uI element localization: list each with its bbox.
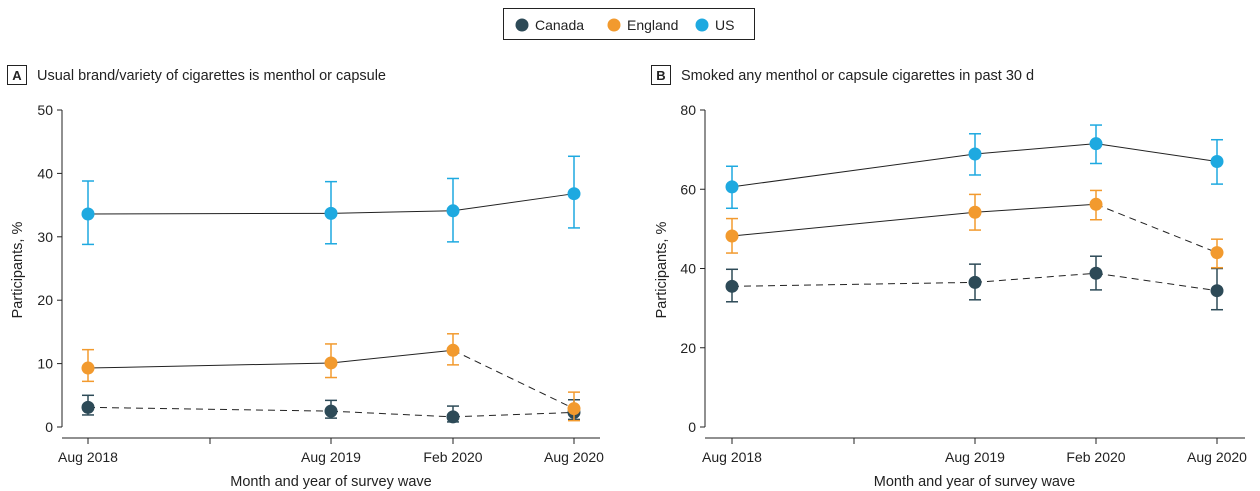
x-tick-label: Feb 2020 xyxy=(423,449,482,465)
series-line-segment xyxy=(1095,143,1218,163)
y-tick-label: 10 xyxy=(37,356,53,372)
data-point xyxy=(1089,197,1103,211)
data-point xyxy=(1089,137,1103,151)
panel-label-box xyxy=(7,65,27,85)
y-tick-label: 60 xyxy=(680,181,696,197)
data-point xyxy=(725,180,739,194)
data-point xyxy=(968,275,982,289)
y-tick-label: 20 xyxy=(37,292,53,308)
legend-marker-canada xyxy=(515,18,529,32)
series-line-segment xyxy=(974,272,1097,283)
data-point xyxy=(446,410,460,424)
legend-label-england: England xyxy=(627,17,678,33)
series-line-segment xyxy=(974,143,1097,155)
y-axis-label: Participants, % xyxy=(654,222,670,319)
data-point xyxy=(968,147,982,161)
series-us xyxy=(81,155,581,246)
x-tick-label: Aug 2018 xyxy=(702,449,762,465)
series-line-segment xyxy=(1095,203,1218,254)
x-tick-label: Aug 2019 xyxy=(301,449,361,465)
series-line-segment xyxy=(330,349,454,364)
series-line-segment xyxy=(1095,272,1218,292)
x-tick-label: Aug 2020 xyxy=(1187,449,1247,465)
x-tick-label: Aug 2019 xyxy=(945,449,1005,465)
series-line-segment xyxy=(452,193,575,212)
series-england xyxy=(81,333,581,422)
series-line-segment xyxy=(731,153,976,188)
y-tick-label: 80 xyxy=(680,102,696,118)
panel-label: B xyxy=(656,68,665,83)
data-point xyxy=(1210,155,1224,169)
series-line-segment xyxy=(731,211,976,237)
y-tick-label: 0 xyxy=(45,419,53,435)
y-tick-label: 40 xyxy=(37,165,53,181)
legend-label-canada: Canada xyxy=(535,17,584,33)
y-tick-label: 20 xyxy=(680,340,696,356)
panel-title: Usual brand/variety of cigarettes is men… xyxy=(37,68,386,84)
data-point xyxy=(446,343,460,357)
data-point xyxy=(324,356,338,370)
panel-label: A xyxy=(12,68,22,83)
legend-box xyxy=(503,8,755,40)
panel-title: Smoked any menthol or capsule cigarettes… xyxy=(681,68,1034,84)
y-tick-label: 30 xyxy=(37,229,53,245)
series-line-segment xyxy=(87,212,332,215)
data-point xyxy=(725,229,739,243)
series-line-segment xyxy=(87,362,332,369)
panel-A: A Usual brand/variety of cigarettes is me… xyxy=(7,65,604,490)
series-line-segment xyxy=(974,203,1097,213)
data-point xyxy=(725,279,739,293)
data-point xyxy=(567,187,581,201)
panel-label-box xyxy=(651,65,671,85)
x-tick-label: Aug 2020 xyxy=(544,449,604,465)
data-point xyxy=(324,206,338,220)
data-point xyxy=(1210,246,1224,260)
legend: Canada England US xyxy=(503,8,755,40)
data-point xyxy=(81,400,95,414)
legend-marker-england xyxy=(607,18,621,32)
data-point xyxy=(968,205,982,219)
data-point xyxy=(324,404,338,418)
series-us xyxy=(725,124,1224,210)
series-line-segment xyxy=(87,406,332,412)
legend-marker-us xyxy=(695,18,709,32)
y-axis-label: Participants, % xyxy=(10,222,26,319)
x-tick-label: Aug 2018 xyxy=(58,449,118,465)
data-point xyxy=(1089,266,1103,280)
data-point xyxy=(567,402,581,416)
series-line-segment xyxy=(452,349,575,410)
panel-B: B Smoked any menthol or capsule cigarette… xyxy=(651,65,1247,490)
series-line-segment xyxy=(731,281,976,287)
data-point xyxy=(81,207,95,221)
series-line-segment xyxy=(452,411,575,418)
series-england xyxy=(725,189,1224,269)
data-point xyxy=(446,204,460,218)
series-canada xyxy=(81,394,581,424)
y-tick-label: 40 xyxy=(680,261,696,277)
x-axis-label: Month and year of survey wave xyxy=(230,474,432,490)
series-canada xyxy=(725,255,1224,311)
series-line-segment xyxy=(330,210,454,214)
x-axis-label: Month and year of survey wave xyxy=(874,474,1076,490)
y-tick-label: 0 xyxy=(688,419,696,435)
series-line-segment xyxy=(330,410,454,418)
data-point xyxy=(81,361,95,375)
y-tick-label: 50 xyxy=(37,102,53,118)
legend-label-us: US xyxy=(715,17,734,33)
data-point xyxy=(1210,284,1224,298)
x-tick-label: Feb 2020 xyxy=(1066,449,1125,465)
